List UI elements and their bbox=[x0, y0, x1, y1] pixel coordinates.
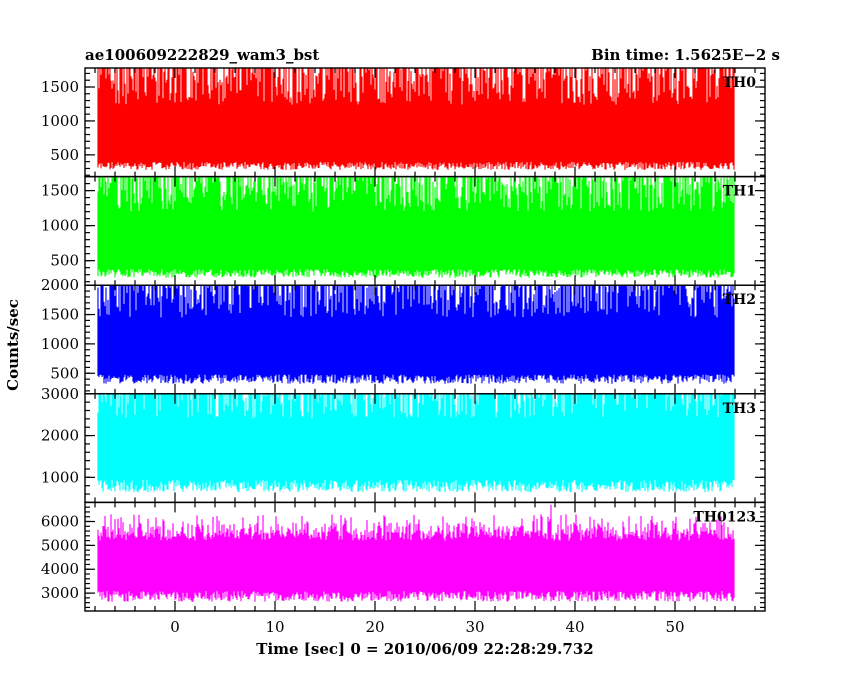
y-tick-label: 1000 bbox=[41, 468, 79, 486]
chart-title: ae100609222829_wam3_bst bbox=[85, 46, 319, 64]
y-tick-label: 1500 bbox=[41, 306, 79, 324]
x-tick-label: 10 bbox=[265, 618, 284, 636]
y-tick-label: 1500 bbox=[41, 78, 79, 96]
y-tick-label: 1000 bbox=[41, 112, 79, 130]
y-tick-label: 1000 bbox=[41, 335, 79, 353]
panel-th3: 1000 2000 3000 TH3 bbox=[41, 385, 766, 504]
bin-time-label: Bin time: 1.5625E−2 s bbox=[591, 46, 780, 64]
x-tick-label: 40 bbox=[565, 618, 584, 636]
y-tick-label: 2000 bbox=[41, 427, 79, 445]
x-tick-label: 20 bbox=[365, 618, 384, 636]
x-tick-label: 0 bbox=[170, 618, 180, 636]
chart-header: ae100609222829_wam3_bst Bin time: 1.5625… bbox=[85, 46, 780, 64]
panel-label-th0123: TH0123 bbox=[693, 509, 756, 525]
x-tick-label: 30 bbox=[465, 618, 484, 636]
y-tick-label: 3000 bbox=[41, 385, 79, 403]
y-tick-label: 1000 bbox=[41, 217, 79, 235]
y-tick-label: 3000 bbox=[41, 584, 79, 602]
panel-th0123: 3000 4000 5000 6000 TH0123 bbox=[41, 501, 766, 612]
y-tick-label: 2000 bbox=[41, 276, 79, 294]
y-axis-label: Counts/sec bbox=[4, 299, 22, 391]
panel-th1: 500 1000 1500 TH1 bbox=[41, 175, 766, 286]
panel-frame bbox=[84, 501, 766, 612]
panel-label-th3: TH3 bbox=[723, 401, 756, 417]
panel-th0: 500 1000 1500 TH0 bbox=[41, 67, 766, 178]
x-tick-label: 50 bbox=[665, 618, 684, 636]
y-tick-label: 500 bbox=[50, 364, 79, 382]
panel-th2: 500 1000 1500 2000 TH2 bbox=[41, 276, 766, 395]
panel-label-th2: TH2 bbox=[723, 292, 756, 308]
panels-group: 500 1000 1500 TH0 500 1000 1500 TH1 500 1000 1500 2… bbox=[41, 67, 766, 612]
x-axis-label: Time [sec] 0 = 2010/06/09 22:28:29.732 bbox=[256, 640, 593, 658]
y-tick-label: 5000 bbox=[41, 536, 79, 554]
y-tick-label: 6000 bbox=[41, 512, 79, 530]
y-tick-label: 1500 bbox=[41, 182, 79, 200]
series-core-th3 bbox=[98, 422, 734, 480]
y-tick-label: 500 bbox=[50, 146, 79, 164]
y-tick-label: 4000 bbox=[41, 560, 79, 578]
series-core-th2 bbox=[98, 320, 734, 375]
y-tick-label: 500 bbox=[50, 252, 79, 270]
panel-label-th1: TH1 bbox=[723, 184, 756, 200]
series-core-th0 bbox=[98, 108, 734, 162]
time-axis: 0 10 20 30 40 50 bbox=[170, 618, 684, 636]
panel-label-th0: TH0 bbox=[723, 75, 757, 91]
series-core-th1 bbox=[98, 214, 734, 270]
series-core-th0123 bbox=[98, 545, 734, 582]
